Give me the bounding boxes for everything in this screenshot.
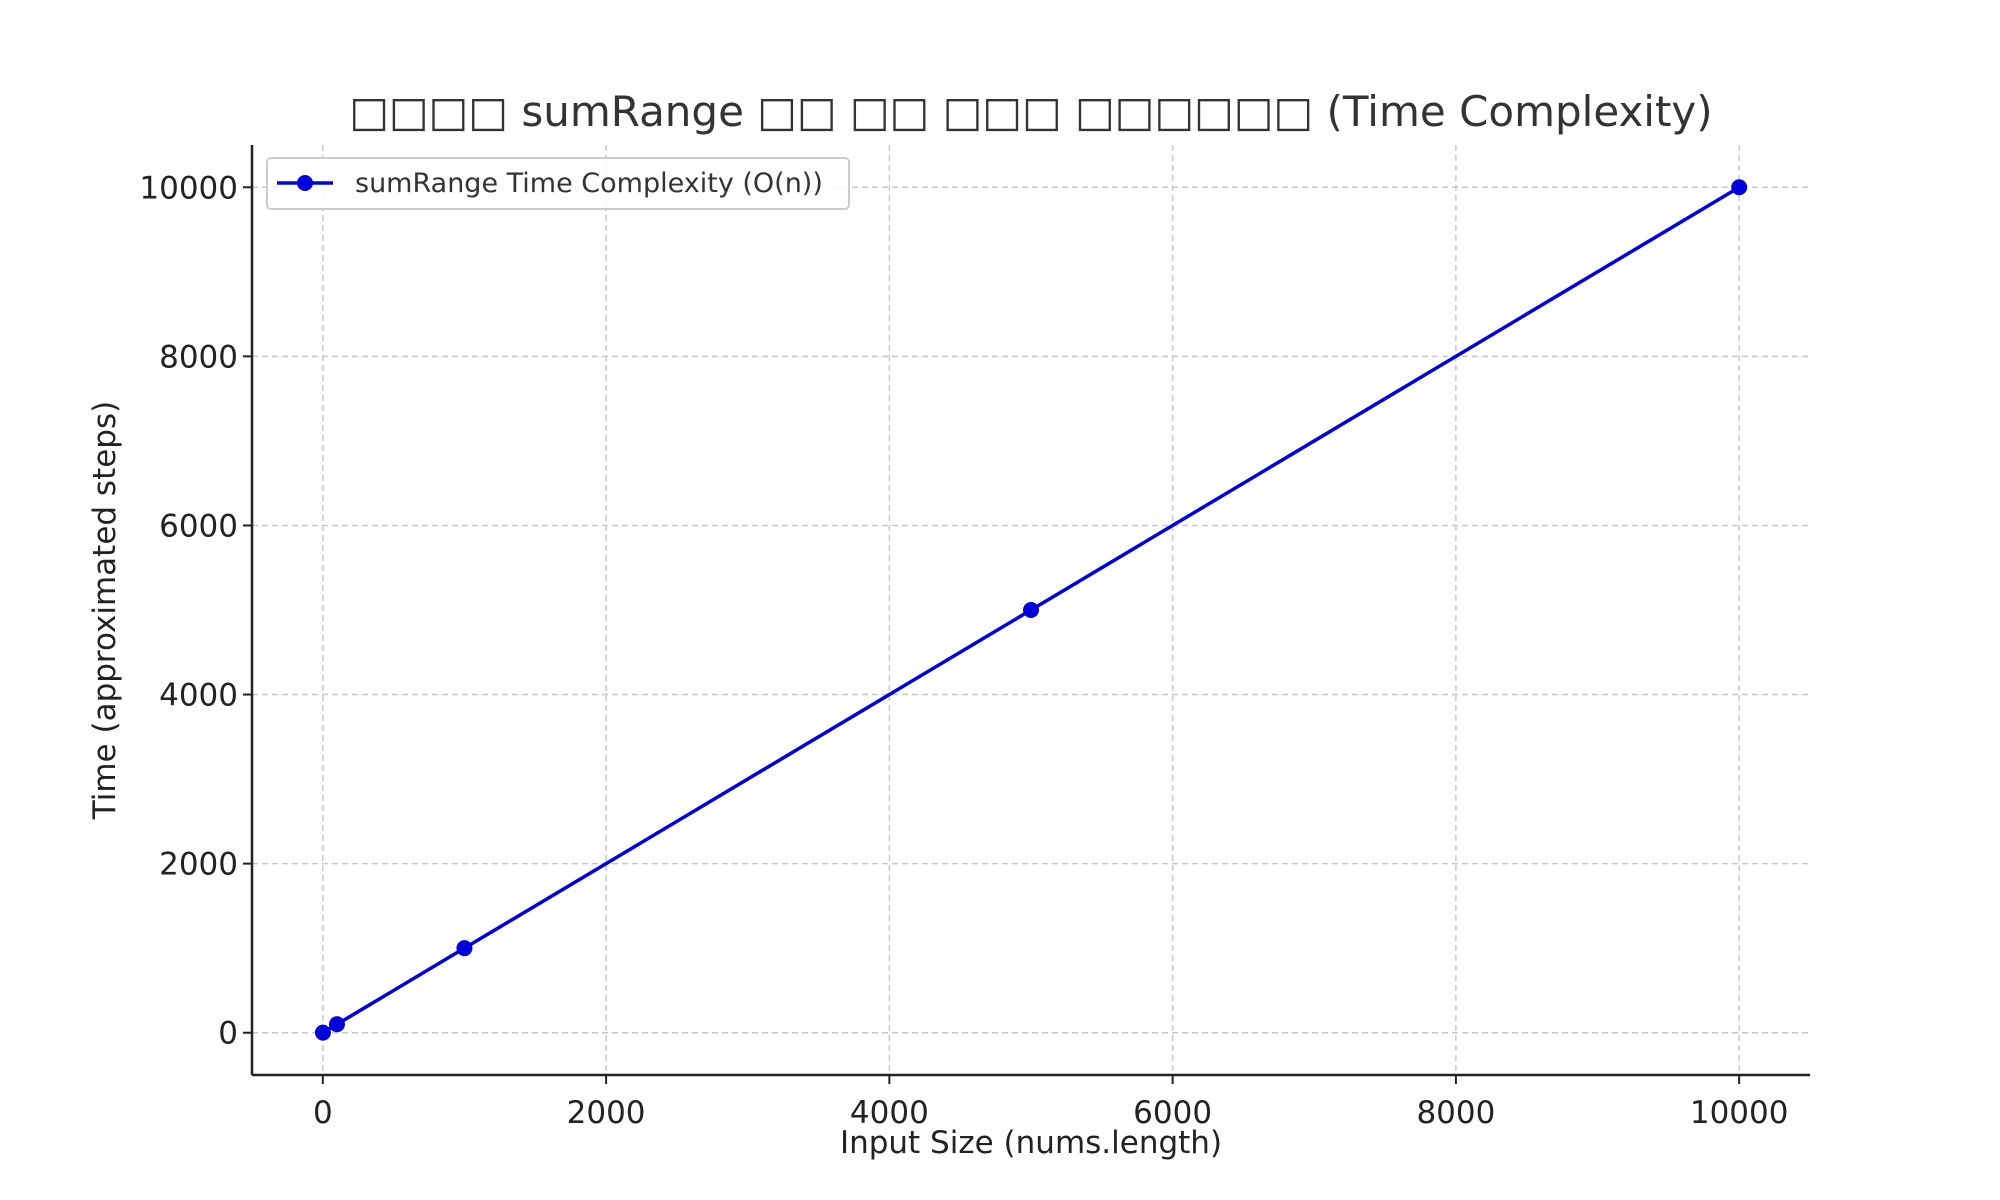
y-ticks: 0 2000 4000 6000 8000 10000 (139, 170, 252, 1052)
data-point (456, 940, 473, 957)
x-tick-label: 10000 (1690, 1095, 1789, 1131)
data-point (314, 1024, 331, 1041)
y-tick-label: 0 (218, 1016, 238, 1052)
y-tick-label: 4000 (159, 678, 238, 714)
data-point (1023, 602, 1039, 618)
legend-box (266, 157, 850, 210)
x-axis-label: Input Size (nums.length) (840, 1125, 1222, 1161)
y-tick-label: 2000 (159, 847, 238, 883)
axes (250, 145, 1810, 1077)
legend-label: sumRange Time Complexity (O(n)) (355, 168, 823, 199)
x-tick-label: 0 (313, 1095, 333, 1131)
legend: sumRange Time Complexity (O(n)) (266, 157, 850, 210)
x-tick-label: 6000 (1133, 1095, 1212, 1131)
y-tick-label: 6000 (159, 508, 238, 544)
x-ticks: 0 2000 4000 6000 8000 10000 (313, 1075, 1789, 1131)
x-tick-label: 4000 (850, 1095, 929, 1131)
x-tick-label: 2000 (567, 1095, 646, 1131)
x-tick-label: 8000 (1416, 1095, 1495, 1131)
chart-title: □□□□ sumRange □□ □□ □□□ □□□□□□ (Time Com… (349, 87, 1712, 136)
data-point (1731, 179, 1748, 196)
grid (252, 145, 1810, 1075)
legend-marker (297, 175, 313, 191)
y-axis-label: Time (approximated steps) (87, 401, 123, 820)
series (314, 179, 1748, 1041)
y-tick-label: 8000 (159, 339, 238, 375)
y-tick-label: 10000 (139, 170, 238, 206)
data-point (328, 1016, 345, 1033)
